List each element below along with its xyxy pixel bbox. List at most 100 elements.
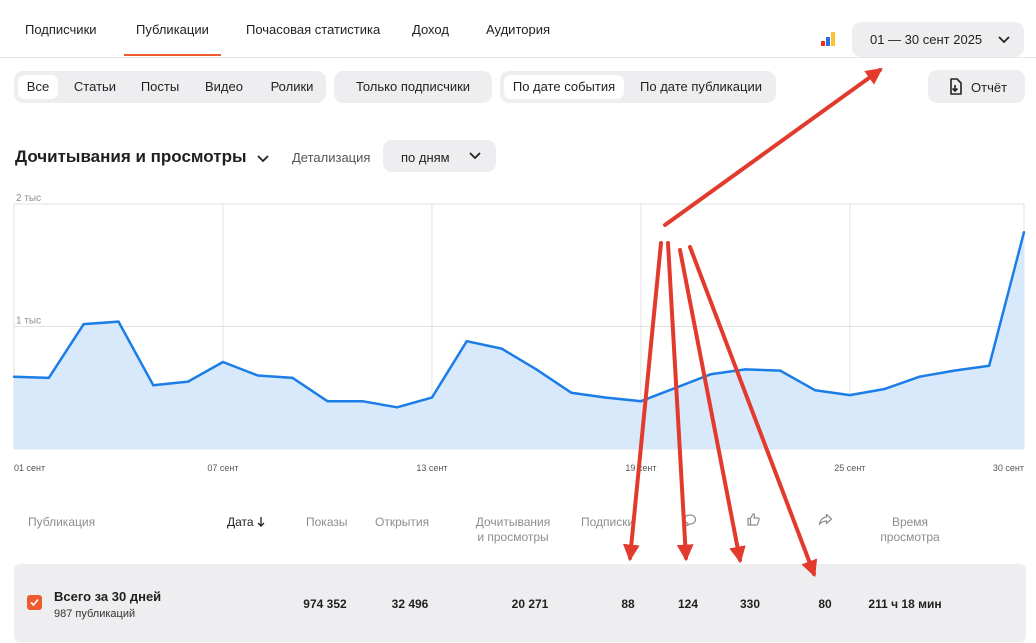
col-reads-views-line1: Дочитывания xyxy=(475,515,551,529)
filter-by-publish-date[interactable]: По дате публикации xyxy=(640,79,762,94)
report-download-icon xyxy=(950,78,962,95)
data-point xyxy=(82,322,85,326)
chevron-down-icon xyxy=(998,36,1010,44)
date-mode-filter: По дате события По дате публикации xyxy=(500,71,776,103)
data-point xyxy=(47,376,51,380)
filter-video[interactable]: Видео xyxy=(205,79,243,94)
y-tick-label: 2 тыс xyxy=(16,193,41,204)
col-watch-time-line2: просмотра xyxy=(880,530,940,544)
detail-dropdown[interactable]: по дням xyxy=(383,140,496,172)
filter-by-event-date[interactable]: По дате события xyxy=(504,75,624,99)
data-point xyxy=(186,380,190,383)
col-date[interactable]: Дата xyxy=(227,515,265,530)
report-button[interactable]: Отчёт xyxy=(928,70,1025,103)
col-watch-time-line1: Время xyxy=(891,515,929,529)
metrica-logo-icon xyxy=(821,32,837,46)
col-reads-views[interactable]: Дочитывания и просмотры xyxy=(472,515,554,545)
x-tick-label: 25 сент xyxy=(834,463,865,473)
data-point xyxy=(361,400,364,403)
filter-posts[interactable]: Посты xyxy=(140,79,180,94)
content-type-filter: Все Статьи Посты Видео Ролики xyxy=(14,71,326,103)
total-subtitle: 987 публикаций xyxy=(54,608,136,620)
subscribers-only-label: Только подписчики xyxy=(355,79,471,94)
data-point xyxy=(813,389,817,392)
detail-value: по дням xyxy=(401,150,450,165)
data-point xyxy=(326,400,329,403)
col-opens[interactable]: Открытия xyxy=(375,515,430,529)
date-range-label: 01 — 30 сент 2025 xyxy=(870,32,983,47)
data-point xyxy=(500,347,503,350)
series-area xyxy=(14,232,1024,449)
chart-title-label: Дочитывания и просмотры xyxy=(15,147,247,166)
filter-articles[interactable]: Статьи xyxy=(73,79,117,94)
x-tick-label: 19 сент xyxy=(625,463,656,473)
y-tick-label: 1 тыс xyxy=(16,316,41,327)
x-tick-label: 01 сент xyxy=(14,463,45,473)
data-point xyxy=(535,368,538,371)
share-icon[interactable] xyxy=(818,513,833,526)
total-impressions: 974 352 xyxy=(303,597,347,611)
total-likes: 330 xyxy=(739,597,761,611)
data-point xyxy=(639,400,643,403)
data-point xyxy=(152,384,155,387)
comment-icon[interactable] xyxy=(683,513,697,527)
total-reads-views: 20 271 xyxy=(511,597,549,611)
data-point xyxy=(256,374,259,377)
data-point xyxy=(744,368,747,371)
data-point xyxy=(291,376,294,380)
filter-shorts[interactable]: Ролики xyxy=(270,79,314,94)
check-icon xyxy=(30,598,39,607)
total-title: Всего за 30 дней xyxy=(54,589,162,604)
total-shares: 80 xyxy=(818,597,832,611)
data-point xyxy=(883,387,886,391)
data-point xyxy=(12,375,16,378)
tab-audience[interactable]: Аудитория xyxy=(486,22,551,37)
total-watch-time: 211 ч 18 мин xyxy=(868,597,942,611)
total-subscriptions: 88 xyxy=(621,597,635,611)
x-tick-label: 13 сент xyxy=(416,463,447,473)
data-point xyxy=(848,393,852,397)
tab-hourly-stats[interactable]: Почасовая статистика xyxy=(246,22,381,37)
tab-publications[interactable]: Публикации xyxy=(124,22,221,56)
chevron-down-icon xyxy=(469,152,481,160)
total-opens: 32 496 xyxy=(391,597,429,611)
subscribers-only-toggle[interactable]: Только подписчики xyxy=(334,71,492,103)
total-row: Всего за 30 дней 987 публикаций 974 352 … xyxy=(14,564,1026,642)
data-point xyxy=(674,386,677,389)
col-date-label: Дата xyxy=(227,515,254,529)
data-point xyxy=(395,406,399,409)
data-point xyxy=(570,391,573,394)
select-all-checkbox[interactable] xyxy=(27,595,42,610)
col-watch-time[interactable]: Время просмотра xyxy=(875,515,945,545)
total-comments: 124 xyxy=(677,597,699,611)
x-tick-label: 07 сент xyxy=(207,463,238,473)
col-subscriptions[interactable]: Подписки xyxy=(581,515,635,529)
data-point xyxy=(604,396,608,399)
thumbs-up-icon[interactable] xyxy=(746,512,761,527)
tab-income[interactable]: Доход xyxy=(412,22,449,37)
col-publication: Публикация xyxy=(28,515,96,529)
col-impressions[interactable]: Показы xyxy=(306,515,348,529)
data-point xyxy=(117,320,120,323)
data-point xyxy=(221,360,225,364)
data-point xyxy=(987,364,991,367)
data-point xyxy=(779,369,782,372)
detail-label: Детализация xyxy=(292,150,371,165)
chart-title[interactable]: Дочитывания и просмотры xyxy=(15,147,269,167)
report-label: Отчёт xyxy=(971,80,1008,95)
date-range-picker[interactable]: 01 — 30 сент 2025 xyxy=(852,22,1024,57)
tab-subscribers[interactable]: Подписчики xyxy=(25,22,97,37)
filter-all[interactable]: Все xyxy=(18,75,58,99)
chevron-down-icon xyxy=(257,155,269,163)
data-point xyxy=(953,369,956,372)
series-line xyxy=(13,231,1026,409)
data-point xyxy=(465,340,468,343)
sort-down-icon xyxy=(257,517,265,527)
section-tabs: Подписчики Публикации Почасовая статисти… xyxy=(0,0,1036,58)
data-point xyxy=(430,396,434,399)
data-point xyxy=(918,375,921,378)
col-reads-views-line2: и просмотры xyxy=(477,530,549,544)
x-tick-label: 30 сент xyxy=(993,463,1024,473)
data-point xyxy=(709,373,712,376)
